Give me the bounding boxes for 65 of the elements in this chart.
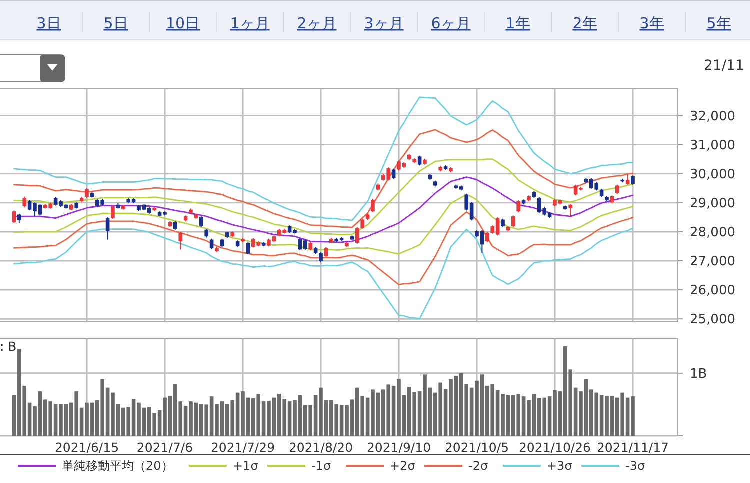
legend-label: +2σ: [390, 459, 416, 474]
candlestick: [512, 215, 516, 228]
candlestick: [111, 205, 115, 220]
x-tick-label: 2021/7/6: [136, 440, 194, 455]
candlestick: [324, 246, 328, 258]
candlestick: [106, 216, 110, 240]
candlestick: [178, 232, 182, 250]
text: 6ヶ月: [431, 14, 471, 32]
candlestick: [418, 155, 422, 166]
text: 3年: [640, 14, 664, 32]
y-tick-label: 32,000: [690, 109, 736, 124]
line-series: [14, 96, 634, 222]
candlestick: [371, 198, 375, 213]
legend-label: -1σ: [312, 459, 332, 474]
candlestick: [516, 200, 520, 213]
y-tick-label: 31,000: [690, 138, 736, 154]
y-tick-label: 30,000: [690, 167, 736, 182]
x-tick-label: 2021/8/20: [288, 440, 354, 455]
x-tick-label: 2021/7/29: [210, 440, 276, 455]
text: 1ヶ月: [230, 14, 270, 32]
text: 10日: [166, 14, 200, 32]
candlestick: [631, 175, 635, 186]
text: 3日: [36, 14, 62, 32]
x-tick-label: 2021/11/17: [596, 440, 670, 455]
legend-label: -2σ: [468, 459, 488, 474]
candlestick: [319, 252, 323, 263]
line-series: [14, 211, 634, 286]
y-tick-label: 25,000: [690, 312, 736, 328]
candlestick: [246, 242, 250, 255]
y-axis-title: : B: [0, 339, 17, 354]
x-tick-label: 2021/6/15: [54, 440, 120, 455]
x-tick-label: 2021/9/10: [366, 440, 432, 455]
candlestick: [626, 173, 630, 186]
line-series: [14, 129, 634, 228]
candlestick: [22, 196, 26, 208]
y-tick-label: 1B: [690, 366, 708, 382]
candlestick: [12, 210, 16, 224]
candlestick: [356, 226, 360, 244]
text: 3ヶ月: [364, 14, 404, 32]
text: 21/11: [704, 58, 744, 74]
candlestick: [486, 232, 490, 243]
y-tick-label: 26,000: [690, 284, 736, 299]
y-tick-label: 29,000: [690, 196, 736, 212]
x-tick-label: 2021/10/26: [518, 440, 592, 455]
text: 2ヶ月: [297, 14, 337, 32]
line-series: [14, 194, 634, 255]
legend-label: +1σ: [233, 459, 259, 474]
candlestick: [200, 216, 204, 228]
line-series: [14, 158, 634, 236]
text: 2年: [572, 14, 598, 32]
text: 5日: [104, 14, 128, 32]
line-series: [14, 176, 634, 244]
y-tick-label: 27,000: [690, 254, 736, 270]
legend-label: -3σ: [626, 459, 646, 474]
candlestick: [18, 213, 22, 224]
candlestick: [85, 188, 89, 198]
candlestick: [360, 218, 364, 230]
legend-label: +3σ: [547, 459, 573, 474]
y-tick-label: 28,000: [690, 225, 736, 240]
x-tick-label: 2021/10/5: [444, 440, 510, 455]
candlestick: [568, 204, 572, 218]
legend-label: 単純移動平均（20）: [62, 459, 174, 474]
candlestick: [616, 184, 620, 195]
text: 1年: [506, 14, 530, 32]
text: 5年: [706, 14, 732, 32]
